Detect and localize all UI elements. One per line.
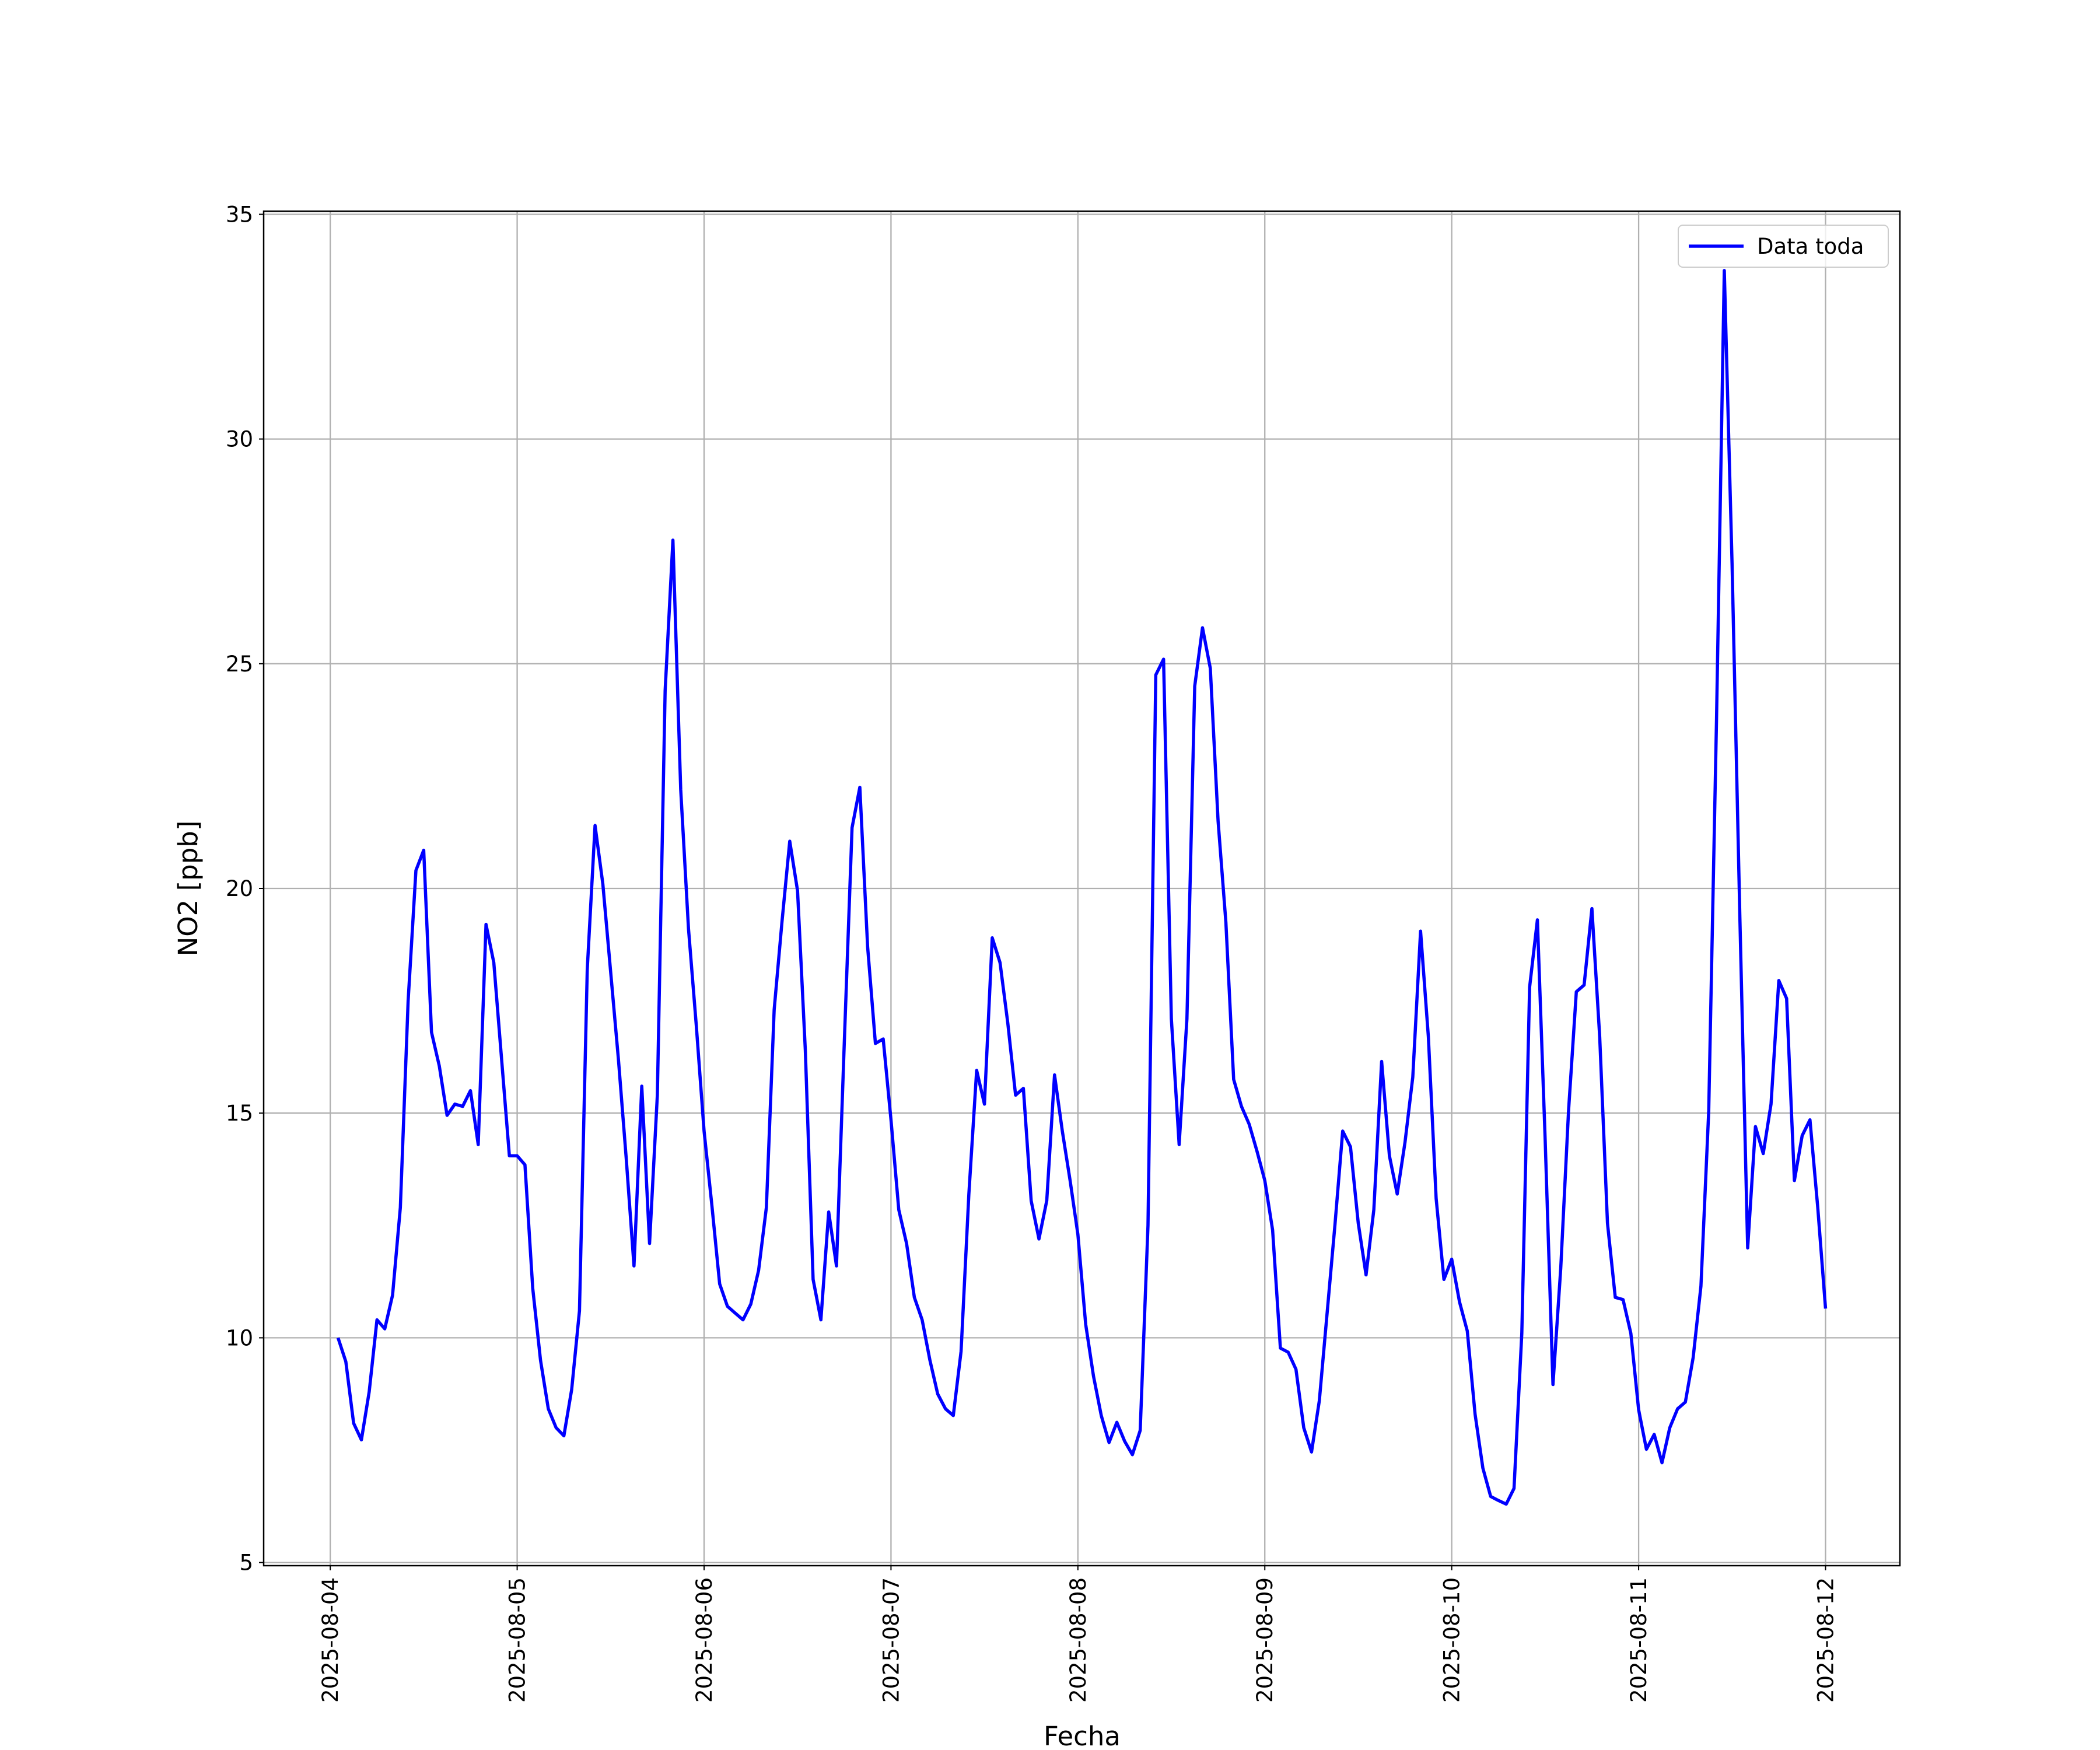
x-tick-label: 2025-08-07	[878, 1577, 904, 1703]
x-tick-label: 2025-08-04	[318, 1577, 343, 1703]
y-tick-label: 25	[226, 652, 253, 677]
y-tick-label: 30	[226, 427, 253, 452]
x-tick-label: 2025-08-09	[1252, 1577, 1278, 1703]
plot-frame	[262, 210, 1901, 1567]
legend: Data toda	[1678, 225, 1889, 268]
y-tick-label: 10	[226, 1325, 253, 1350]
x-tick-label: 2025-08-05	[505, 1577, 530, 1703]
x-axis-label: Fecha	[1044, 1721, 1121, 1750]
x-tick-label: 2025-08-11	[1626, 1577, 1651, 1703]
legend-label: Data toda	[1757, 234, 1864, 259]
x-tick-label: 2025-08-08	[1066, 1577, 1091, 1703]
y-tick-label: 15	[226, 1101, 253, 1126]
x-tick-label: 2025-08-06	[692, 1577, 717, 1703]
y-tick-label: 5	[239, 1550, 253, 1576]
data-line	[336, 268, 1828, 1506]
y-tick-label: 20	[226, 876, 253, 901]
legend-box	[1678, 225, 1889, 268]
x-tick-label: 2025-08-10	[1440, 1577, 1465, 1703]
y-axis-label: NO2 [ppb]	[173, 821, 204, 957]
y-tick-label: 35	[226, 202, 253, 227]
x-tick-label: 2025-08-12	[1814, 1577, 1839, 1703]
